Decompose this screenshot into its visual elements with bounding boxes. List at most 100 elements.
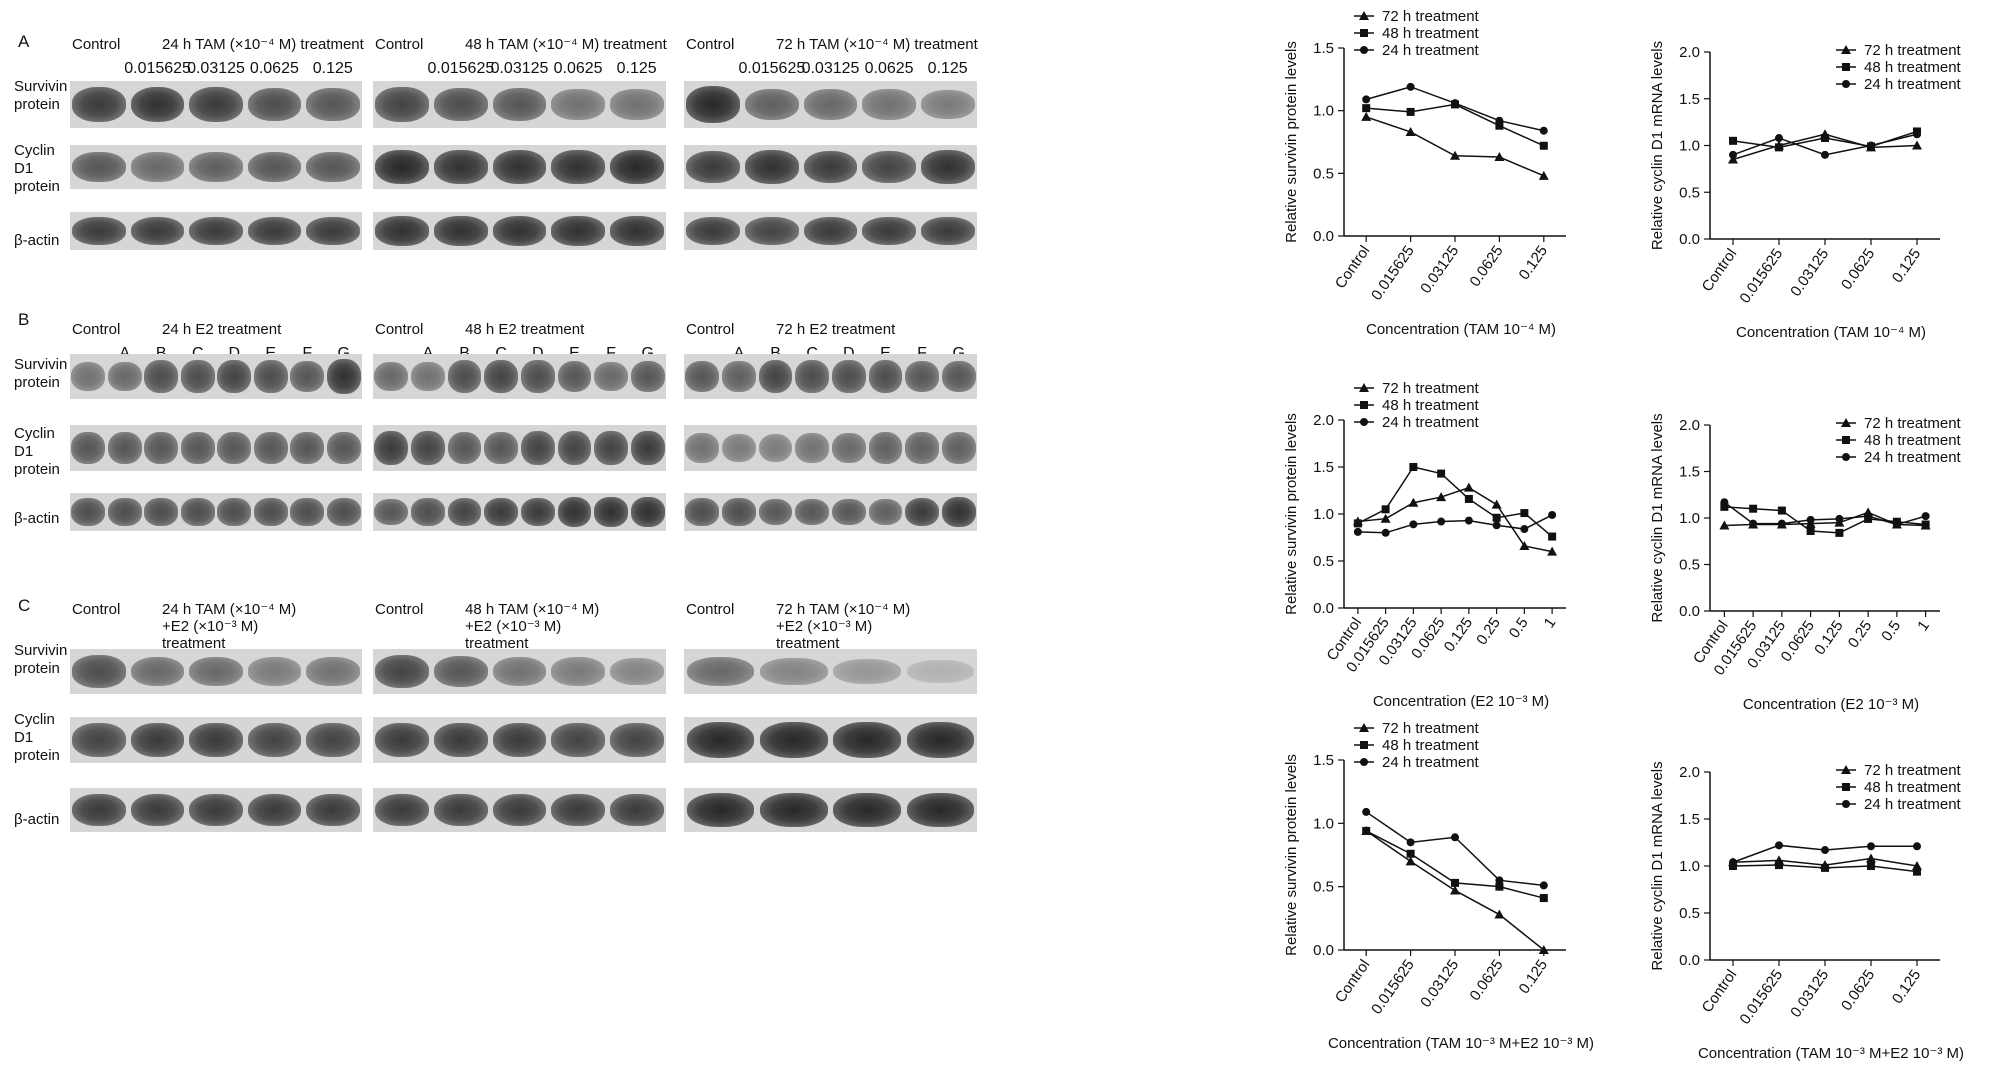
blot-band <box>375 793 430 827</box>
blot-band <box>868 432 903 464</box>
blot-band <box>760 792 828 828</box>
data-point <box>1720 502 1729 511</box>
blot-band <box>72 723 127 757</box>
data-point <box>1913 867 1921 876</box>
blot-band <box>551 216 606 246</box>
blot-band <box>492 88 547 121</box>
x-tick-label: 0.03125 <box>1787 967 1832 1021</box>
blot-band <box>831 360 866 393</box>
western-blot <box>684 425 977 471</box>
blot-band <box>433 655 488 688</box>
series-line <box>1357 514 1553 534</box>
legend-marker <box>1360 741 1368 749</box>
concentration-label: 0.03125 <box>187 60 245 77</box>
blot-band <box>594 361 628 392</box>
row-label: Survivin protein <box>14 356 68 391</box>
row-label: β-actin <box>14 510 60 527</box>
control-label: Control <box>72 601 121 618</box>
concentration-label: 0.03125 <box>490 60 549 77</box>
blot-band <box>520 497 555 527</box>
data-point <box>1864 512 1873 521</box>
western-blot <box>70 493 362 531</box>
legend-label: 24 h treatment <box>1864 796 1962 813</box>
data-point <box>1451 833 1459 842</box>
blot-band <box>247 723 302 757</box>
blot-band <box>189 86 243 123</box>
blot-band <box>906 659 975 684</box>
blot-band <box>744 150 799 184</box>
x-axis-label: Concentration (E2 10⁻³ M) <box>1373 693 1549 710</box>
blot-band <box>72 655 127 688</box>
blot-band <box>305 657 360 686</box>
legend-label: 72 h treatment <box>1382 8 1480 25</box>
blot-band <box>758 360 793 393</box>
data-point <box>1806 527 1815 536</box>
data-point <box>1353 527 1362 536</box>
blot-band <box>722 361 756 392</box>
data-point <box>1451 878 1459 887</box>
blot-band <box>180 432 215 464</box>
x-tick-label: 0.03125 <box>1787 246 1832 300</box>
data-point <box>1495 121 1504 130</box>
control-label: Control <box>686 321 735 338</box>
data-point <box>1539 141 1548 150</box>
x-tick-label: 0.125 <box>1516 957 1551 998</box>
blot-band <box>374 430 409 466</box>
legend-label: 72 h treatment <box>1382 720 1480 737</box>
x-tick-label: 0.015625 <box>1368 243 1418 304</box>
western-blot <box>373 212 666 250</box>
blot-band <box>492 216 547 246</box>
blot-band <box>107 361 142 392</box>
blot-band <box>411 362 445 391</box>
x-tick-label: 0.125 <box>1516 243 1551 284</box>
blot-band <box>686 86 741 123</box>
blot-band <box>130 152 185 182</box>
legend-label: 24 h treatment <box>1382 414 1480 431</box>
y-tick-label: 0.0 <box>1679 231 1700 248</box>
concentration-label: F <box>882 345 962 363</box>
blot-band <box>744 217 799 245</box>
blot-header: 48 h E2 treatment <box>465 321 585 338</box>
blot-band <box>305 88 360 121</box>
data-point <box>1362 807 1371 816</box>
blot-band <box>217 498 252 526</box>
blot-band <box>375 87 430 122</box>
data-point <box>1749 504 1758 513</box>
blot-band <box>920 89 975 120</box>
blot-band <box>247 151 302 183</box>
y-axis-label: Relative survivin protein levels <box>1283 41 1300 243</box>
blot-band <box>905 432 939 464</box>
blot-band <box>833 658 901 685</box>
blot-band <box>107 498 142 526</box>
y-axis-label: Relative cyclin D1 mRNA levels <box>1649 761 1666 970</box>
western-blot <box>684 212 977 250</box>
legend-marker <box>1360 401 1368 409</box>
western-blot <box>70 788 362 832</box>
blot-band <box>217 360 252 393</box>
control-label: Control <box>686 601 735 618</box>
blot-band <box>290 432 325 464</box>
blot-band <box>247 657 302 686</box>
data-point <box>1777 519 1786 528</box>
data-point <box>1406 82 1415 91</box>
blot-band <box>326 359 361 394</box>
blot-band <box>557 360 592 393</box>
blot-band <box>760 722 828 758</box>
y-tick-label: 0.5 <box>1313 879 1334 896</box>
y-tick-label: 1.5 <box>1679 464 1700 481</box>
blot-band <box>758 498 793 526</box>
y-tick-label: 1.0 <box>1313 103 1334 120</box>
series-line <box>1357 466 1553 538</box>
y-tick-label: 1.0 <box>1313 506 1334 523</box>
western-blot <box>70 145 362 189</box>
legend-label: 24 h treatment <box>1382 42 1480 59</box>
y-tick-label: 0.0 <box>1313 942 1334 959</box>
western-blot <box>684 493 977 531</box>
blot-band <box>520 431 555 465</box>
row-label: Cyclin D1 protein <box>14 425 60 478</box>
control-label: Control <box>375 601 424 618</box>
blot-band <box>630 430 665 466</box>
blot-band <box>253 432 288 464</box>
blot-band <box>686 792 755 828</box>
data-point <box>1538 170 1549 180</box>
